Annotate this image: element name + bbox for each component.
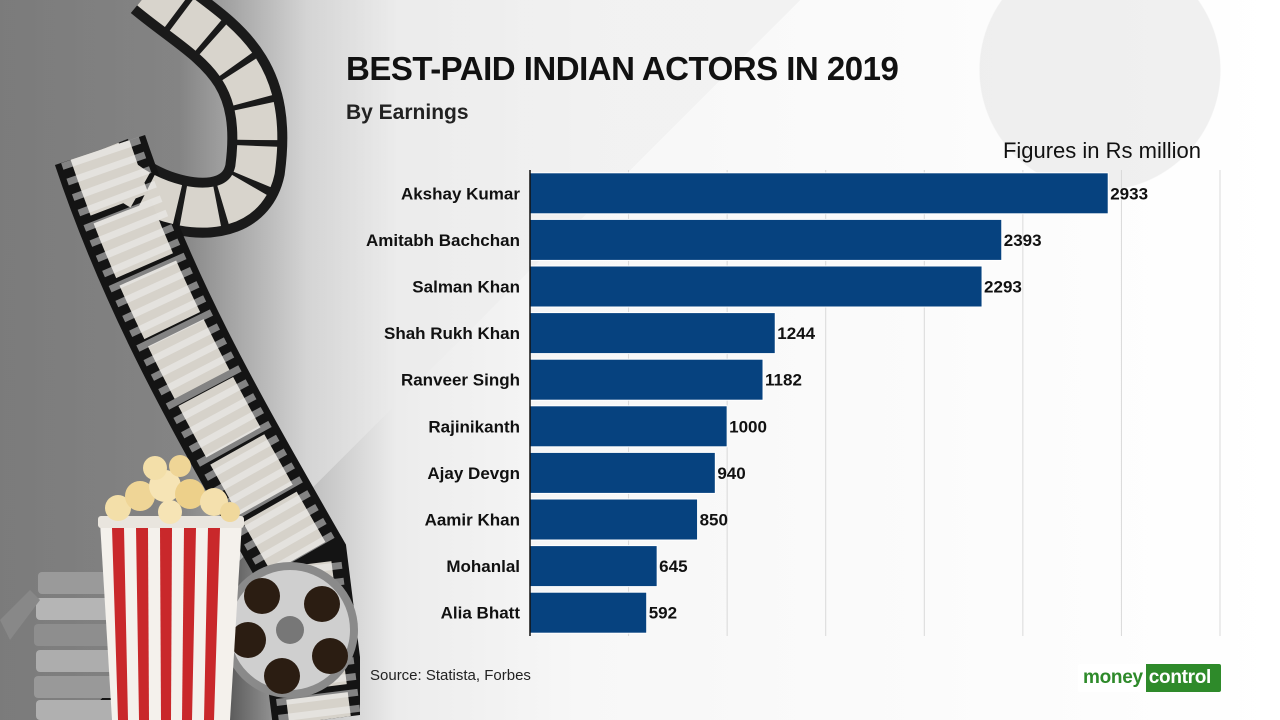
chart-subtitle: By Earnings bbox=[346, 101, 469, 124]
category-label: Aamir Khan bbox=[425, 511, 520, 530]
data-label: 2933 bbox=[1110, 184, 1148, 203]
moneycontrol-logo: money control bbox=[1078, 664, 1221, 692]
bar bbox=[529, 451, 716, 494]
cinema-decoration bbox=[0, 0, 360, 720]
category-label: Akshay Kumar bbox=[401, 184, 520, 203]
category-label: Ajay Devgn bbox=[427, 464, 520, 483]
category-label: Shah Rukh Khan bbox=[384, 324, 520, 343]
data-label: 2293 bbox=[984, 278, 1022, 297]
bar bbox=[529, 312, 776, 355]
data-label: 592 bbox=[649, 604, 677, 623]
bar bbox=[529, 498, 699, 541]
unit-note: Figures in Rs million bbox=[1002, 138, 1201, 163]
data-label: 850 bbox=[700, 511, 728, 530]
data-label: 645 bbox=[659, 557, 687, 576]
category-label: Rajinikanth bbox=[428, 417, 520, 436]
bar bbox=[529, 545, 658, 588]
data-label: 1182 bbox=[765, 371, 802, 390]
category-label: Amitabh Bachchan bbox=[366, 231, 520, 250]
film-reel-icon bbox=[222, 562, 358, 698]
bar bbox=[529, 405, 728, 448]
chart-title: BEST-PAID INDIAN ACTORS IN 2019 bbox=[346, 50, 899, 87]
logo-text-money: money bbox=[1078, 664, 1146, 692]
category-label: Mohanlal bbox=[446, 557, 520, 576]
bar bbox=[529, 358, 764, 401]
film-canister-icon bbox=[0, 572, 120, 720]
data-label: 2393 bbox=[1004, 231, 1042, 250]
data-label: 1244 bbox=[777, 324, 815, 343]
data-label: 940 bbox=[717, 464, 745, 483]
bar bbox=[529, 591, 648, 634]
category-label: Salman Khan bbox=[412, 278, 520, 297]
category-label: Alia Bhatt bbox=[441, 604, 521, 623]
popcorn-icon bbox=[98, 455, 244, 720]
bar bbox=[529, 265, 983, 308]
logo-text-control: control bbox=[1145, 664, 1221, 692]
data-label: 1000 bbox=[729, 417, 767, 436]
bar bbox=[529, 218, 1003, 261]
bar bbox=[529, 172, 1109, 215]
film-strip-icon bbox=[54, 0, 360, 720]
category-label: Ranveer Singh bbox=[401, 371, 520, 390]
source-note: Source: Statista, Forbes bbox=[370, 667, 531, 684]
